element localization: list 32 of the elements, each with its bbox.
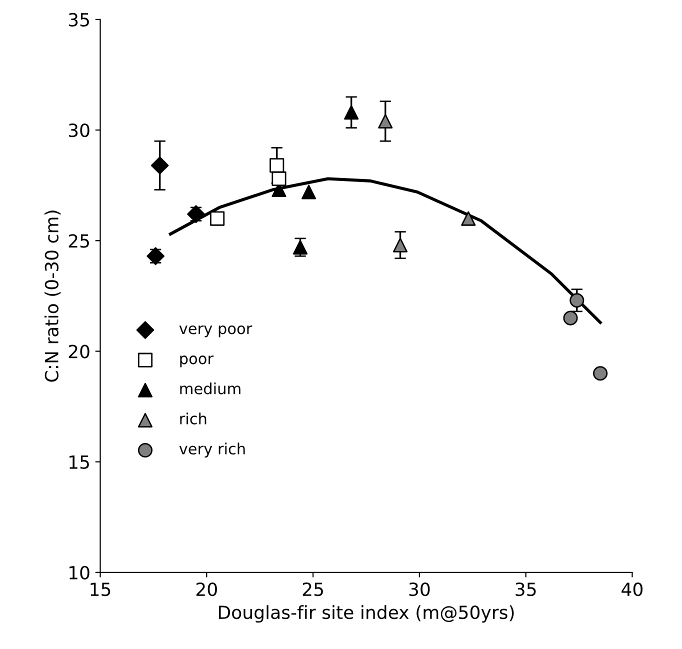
x-tick-label: 25 (302, 582, 323, 596)
point (150, 156, 169, 174)
x-tick-label: 40 (622, 582, 642, 596)
y-tick-label: 15 (70, 456, 89, 469)
point (210, 211, 225, 226)
point (344, 105, 359, 120)
point (272, 171, 286, 186)
legend-label: poor (180, 356, 214, 368)
y-axis-title: C:N ratio (0-30 cm) (44, 210, 61, 382)
legend-label: very rich (179, 442, 245, 458)
point (302, 184, 316, 200)
legend-label: very poor (179, 325, 252, 338)
point (292, 240, 308, 255)
point (378, 114, 393, 128)
point (593, 366, 608, 381)
x-tick-label: 20 (196, 582, 217, 596)
y-tick-label: 35 (68, 12, 89, 27)
x-tick-label: 35 (516, 582, 536, 596)
point (563, 310, 578, 326)
y-tick-label: 30 (68, 124, 90, 138)
point (461, 211, 476, 226)
y-tick-label: 20 (68, 344, 90, 358)
legend-label: medium (180, 382, 240, 394)
point (270, 158, 284, 173)
x-axis-title: Douglas-fir site index (m@50yrs) (218, 605, 514, 623)
y-tick-label: 10 (70, 566, 90, 580)
legend-label: rich (180, 412, 206, 424)
point (392, 238, 408, 252)
x-tick-label: 15 (90, 582, 110, 596)
x-tick-label: 30 (409, 582, 430, 596)
y-tick-label: 25 (68, 234, 89, 248)
point (570, 293, 584, 308)
